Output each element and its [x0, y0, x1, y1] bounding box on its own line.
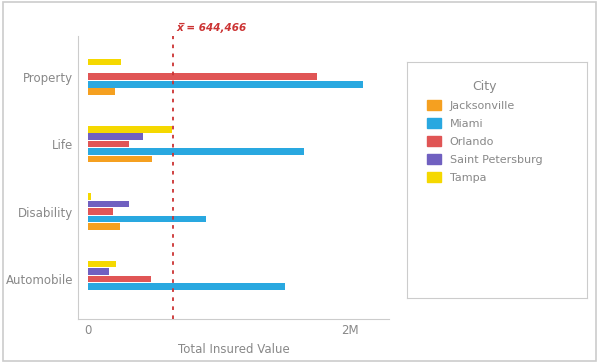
- Bar: [88, 73, 317, 80]
- Bar: [88, 268, 109, 275]
- Bar: [88, 156, 153, 162]
- Bar: [88, 193, 91, 200]
- Bar: [88, 216, 206, 222]
- Bar: [88, 208, 113, 215]
- Bar: [88, 58, 121, 65]
- Bar: [88, 201, 129, 208]
- Bar: [88, 261, 116, 268]
- Bar: [88, 283, 285, 290]
- Bar: [88, 223, 120, 230]
- Legend: Jacksonville, Miami, Orlando, Saint Petersburg, Tampa: Jacksonville, Miami, Orlando, Saint Pete…: [422, 74, 548, 188]
- Bar: [88, 134, 143, 140]
- X-axis label: Total Insured Value: Total Insured Value: [178, 343, 289, 356]
- Bar: [88, 148, 304, 155]
- Bar: [88, 88, 114, 95]
- Bar: [88, 126, 172, 132]
- Bar: [88, 141, 129, 147]
- Bar: [88, 276, 151, 282]
- Text: x̅ = 644,466: x̅ = 644,466: [177, 23, 247, 33]
- Bar: [88, 81, 363, 87]
